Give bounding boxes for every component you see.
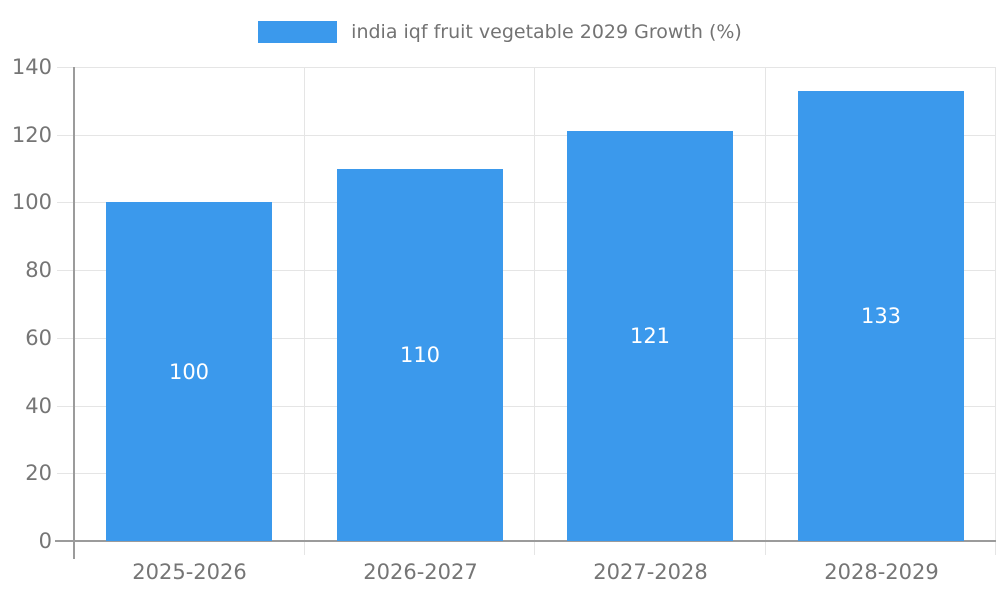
v-gridline — [304, 67, 305, 555]
legend-swatch-icon — [258, 21, 338, 43]
bar-2027-2028[interactable]: 121 — [567, 131, 733, 541]
y-tick-label: 140 — [11, 55, 52, 79]
x-axis-line — [55, 540, 996, 542]
x-tick-label: 2028-2029 — [824, 560, 939, 584]
chart-legend[interactable]: india iqf fruit vegetable 2029 Growth (%… — [0, 21, 1000, 43]
bar-2026-2027[interactable]: 110 — [337, 169, 503, 541]
legend-label: india iqf fruit vegetable 2029 Growth (%… — [351, 21, 742, 43]
h-gridline — [57, 473, 996, 474]
h-gridline — [57, 338, 996, 339]
bar-value-label: 133 — [860, 304, 902, 328]
y-tick-label: 20 — [25, 461, 52, 485]
v-gridline — [765, 67, 766, 555]
h-gridline — [57, 135, 996, 136]
bar-value-label: 110 — [399, 343, 441, 367]
bar-value-label: 100 — [168, 360, 210, 384]
y-tick-label: 80 — [25, 258, 52, 282]
h-gridline — [57, 202, 996, 203]
x-tick-label: 2025-2026 — [132, 560, 247, 584]
y-axis-line — [73, 67, 75, 559]
y-tick-label: 40 — [25, 394, 52, 418]
h-gridline — [57, 406, 996, 407]
bar-value-label: 121 — [629, 324, 671, 348]
x-tick-label: 2026-2027 — [363, 560, 478, 584]
bar-2028-2029[interactable]: 133 — [798, 91, 964, 541]
bar-2025-2026[interactable]: 100 — [106, 202, 272, 541]
v-gridline — [995, 67, 996, 555]
v-gridline — [534, 67, 535, 555]
x-tick-label: 2027-2028 — [593, 560, 708, 584]
y-tick-label: 60 — [25, 326, 52, 350]
y-tick-label: 120 — [11, 123, 52, 147]
y-tick-label: 0 — [38, 529, 52, 553]
plot-area: 100 110 121 133 — [55, 67, 996, 559]
h-gridline — [57, 67, 996, 68]
y-tick-label: 100 — [11, 190, 52, 214]
h-gridline — [57, 270, 996, 271]
